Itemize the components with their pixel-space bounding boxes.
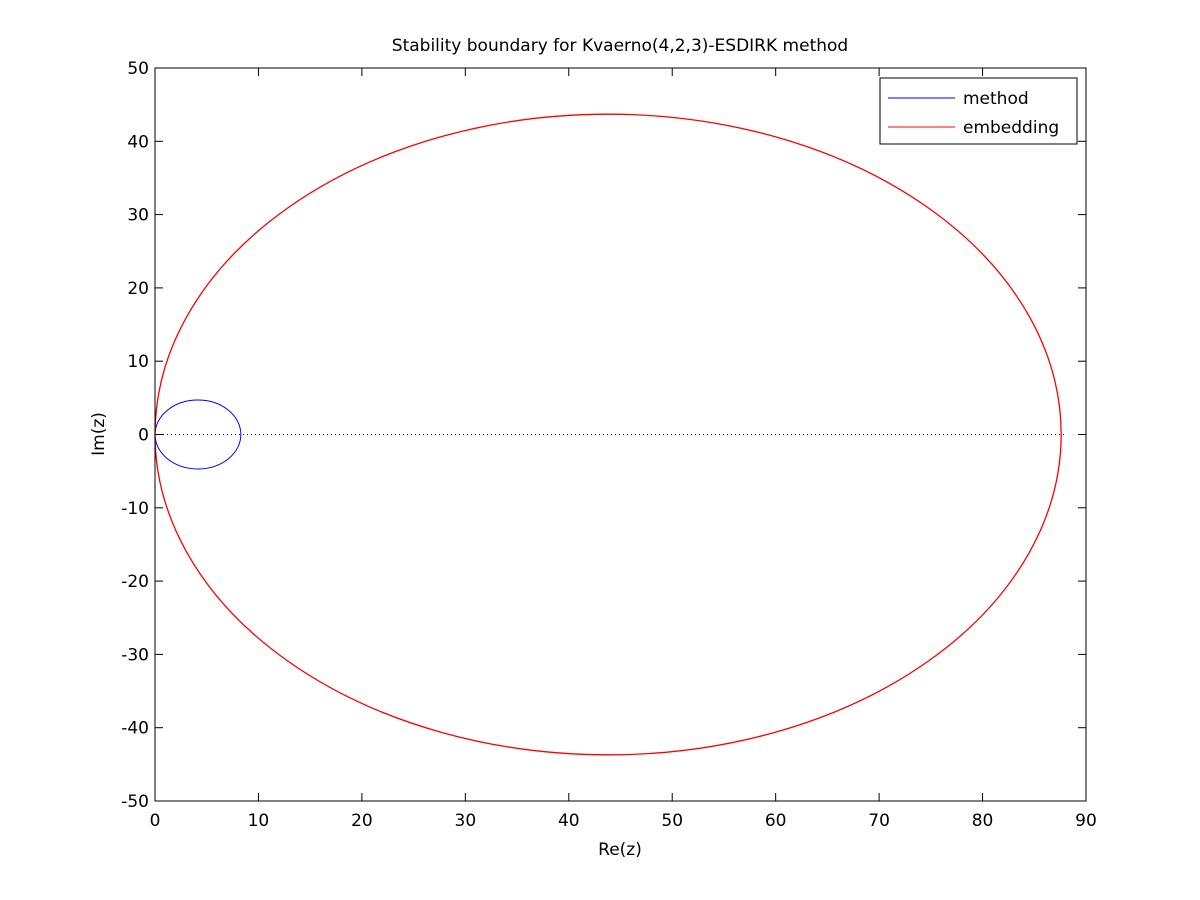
x-tick-label: 30 bbox=[455, 811, 477, 831]
y-tick-label: 40 bbox=[127, 132, 149, 152]
x-tick-label: 40 bbox=[558, 811, 580, 831]
x-tick-label: 60 bbox=[765, 811, 787, 831]
chart-title: Stability boundary for Kvaerno(4,2,3)-ES… bbox=[392, 36, 848, 56]
y-tick-label: -20 bbox=[121, 572, 149, 592]
x-tick-label: 20 bbox=[351, 811, 373, 831]
y-tick-label: -50 bbox=[121, 792, 149, 812]
x-tick-label: 80 bbox=[972, 811, 994, 831]
y-tick-label: -10 bbox=[121, 499, 149, 519]
legend-label-method: method bbox=[963, 89, 1029, 109]
x-tick-label: 10 bbox=[248, 811, 270, 831]
y-tick-label: 0 bbox=[138, 426, 149, 446]
y-tick-label: 50 bbox=[127, 59, 149, 79]
x-tick-label: 90 bbox=[1075, 811, 1097, 831]
y-tick-label: 30 bbox=[127, 206, 149, 226]
x-tick-label: 50 bbox=[661, 811, 683, 831]
legend: method embedding bbox=[879, 77, 1078, 145]
legend-label-embedding: embedding bbox=[963, 118, 1059, 138]
x-tick-label: 70 bbox=[868, 811, 890, 831]
plot-area bbox=[155, 68, 1086, 801]
legend-box bbox=[879, 77, 1078, 145]
y-axis-label: Im(z) bbox=[89, 412, 109, 456]
y-tick-label: 10 bbox=[127, 352, 149, 372]
y-tick-label: -40 bbox=[121, 719, 149, 739]
x-axis-label: Re(z) bbox=[598, 840, 642, 860]
y-tick-label: -30 bbox=[121, 645, 149, 665]
y-tick-label: 20 bbox=[127, 279, 149, 299]
x-tick-label: 0 bbox=[150, 811, 161, 831]
y-axis-ticks: -50 -40 -30 -20 -10 0 10 20 30 40 50 bbox=[121, 59, 1086, 812]
x-axis-ticks: 0 10 20 30 40 50 60 70 80 90 bbox=[150, 68, 1097, 831]
